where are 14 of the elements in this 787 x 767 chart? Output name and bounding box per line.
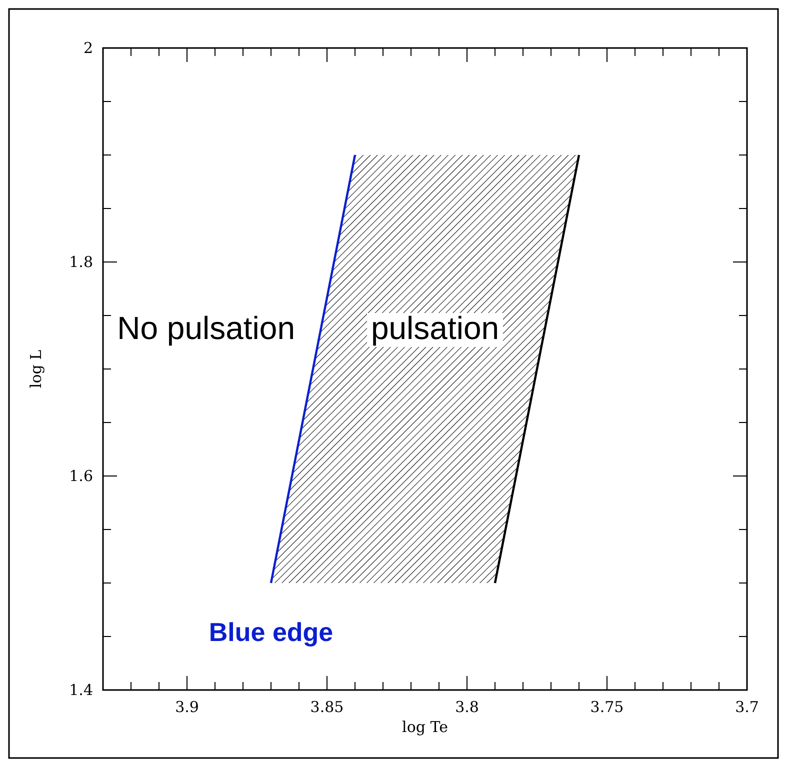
- x-tick-label: 3.85: [310, 698, 344, 716]
- y-axis-title: log L: [27, 350, 45, 388]
- y-tick-label: 1.4: [69, 681, 93, 699]
- series-label: Blue edge: [208, 617, 334, 647]
- y-tick-label: 2: [83, 39, 93, 57]
- x-tick-label: 3.7: [735, 698, 759, 716]
- annotation: pulsation: [370, 310, 500, 346]
- x-tick-label: 3.9: [175, 698, 199, 716]
- x-tick-label: 3.8: [455, 698, 479, 716]
- y-tick-label: 1.8: [69, 253, 93, 271]
- annotation: No pulsation: [117, 310, 295, 346]
- x-tick-label: 3.75: [590, 698, 624, 716]
- y-tick-label: 1.6: [69, 467, 93, 485]
- x-axis-title: log Te: [402, 718, 448, 736]
